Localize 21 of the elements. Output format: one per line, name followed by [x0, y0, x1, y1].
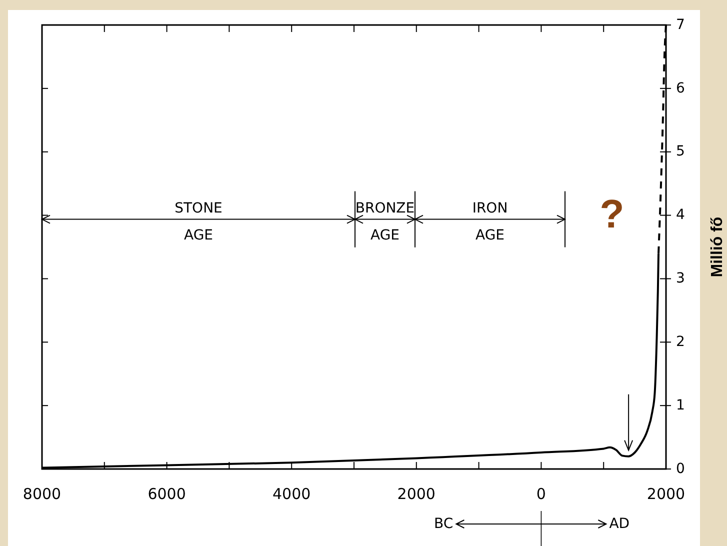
y-tick-label: 2 [676, 334, 685, 350]
y-tick-label: 7 [676, 16, 685, 33]
y-axis-title: Millió fő [709, 216, 726, 278]
text: BC [434, 516, 454, 532]
x-tick-label: 8000 [22, 485, 62, 503]
x-tick-label: 4000 [272, 485, 311, 503]
y-tick-label: 6 [676, 80, 685, 96]
y-tick-label: 4 [676, 207, 685, 224]
text: AD [609, 516, 630, 532]
annotation: STONE AGE [174, 200, 222, 244]
y-tick-label: 3 [676, 270, 685, 287]
x-tick-label: 2000 [397, 485, 436, 503]
annotation: BRONZE AGE [355, 200, 415, 244]
annotation: IRON AGE [472, 200, 508, 244]
y-tick-label: 0 [676, 460, 685, 477]
x-tick-label: 6000 [148, 485, 186, 503]
annotation: ? [600, 192, 624, 237]
x-tick-label: 2000 [646, 485, 686, 503]
y-tick-label: 5 [676, 144, 685, 160]
y-tick-label: 1 [676, 397, 685, 414]
x-tick-label: 0 [536, 485, 546, 503]
